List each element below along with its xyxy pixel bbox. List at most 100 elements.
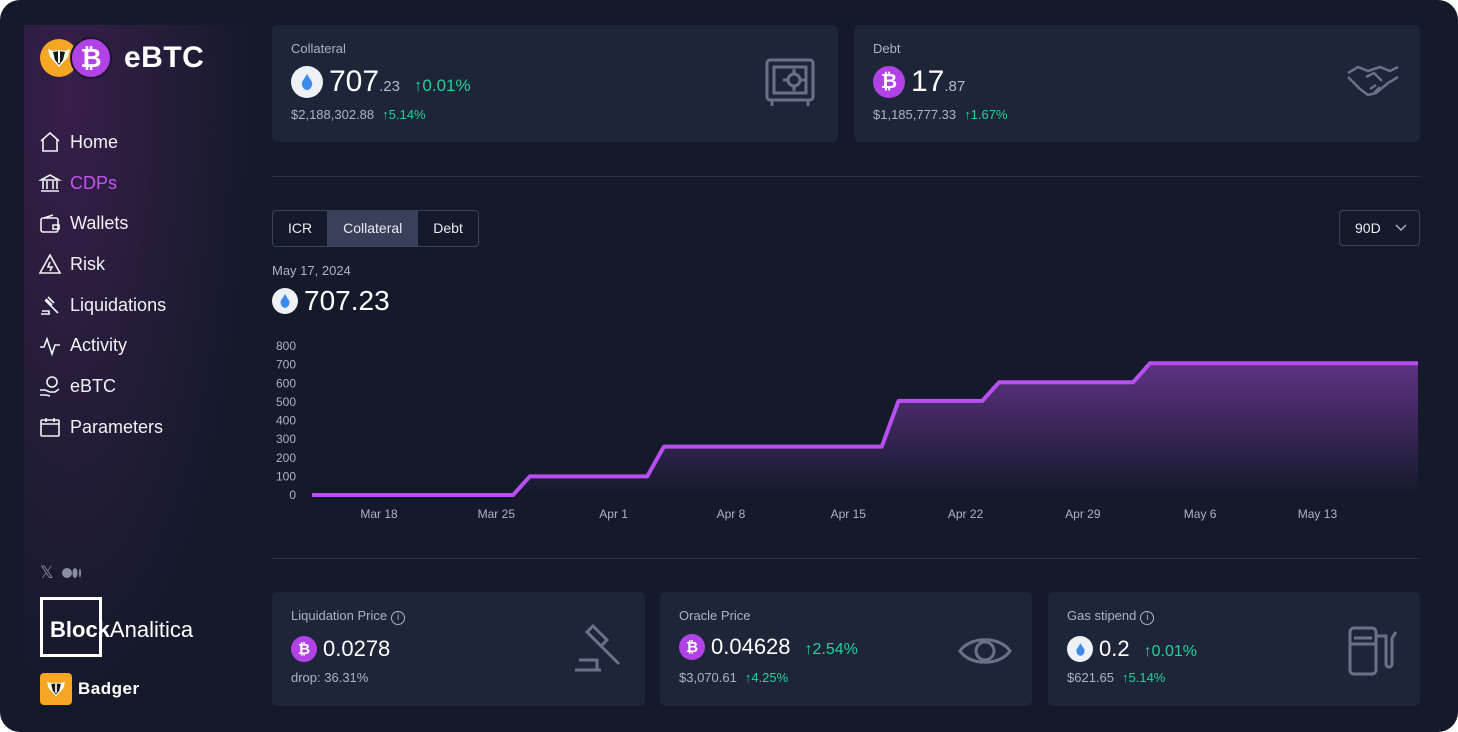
social-links: 𝕏 <box>40 563 82 583</box>
ebtc-coin-icon: ₿ <box>291 636 317 662</box>
x-axis: Mar 18 Mar 25 Apr 1 Apr 8 Apr 15 Apr 22 Apr 29… <box>360 507 1337 521</box>
sidebar-item-wallets[interactable]: Wallets <box>38 203 166 244</box>
steth-coin-icon <box>291 66 323 98</box>
x-tick-label: May 6 <box>1184 507 1217 521</box>
medium-icon[interactable] <box>61 567 82 579</box>
range-select[interactable]: 90D <box>1339 210 1420 246</box>
gas-usd: $621.65 <box>1067 670 1114 685</box>
ebtc-coin-icon: ₿ <box>679 634 705 660</box>
sidebar-item-risk[interactable]: Risk <box>38 244 166 285</box>
chevron-down-icon <box>1395 224 1407 231</box>
debt-usd: $1,185,777.33 <box>873 107 957 122</box>
oracle-usd-change: ↑4.25% <box>744 670 789 685</box>
oracle-usd: $3,070.61 <box>679 670 737 685</box>
liquidation-drop: drop: 36.31% <box>291 670 369 685</box>
y-tick-label: 500 <box>276 395 296 409</box>
sidebar-item-label: Parameters <box>70 416 164 437</box>
bank-icon <box>38 174 62 192</box>
sidebar-item-label: Risk <box>70 253 105 274</box>
collateral-usd-change: ↑5.14% <box>382 107 426 122</box>
collateral-label: Collateral <box>291 41 346 56</box>
x-twitter-icon[interactable]: 𝕏 <box>40 563 54 582</box>
sidebar-item-label: Activity <box>70 335 128 356</box>
sidebar-item-activity[interactable]: Activity <box>38 325 166 366</box>
liquidation-price-card: Liquidation Price i ₿ 0.0278 drop: 36.31% <box>272 592 645 706</box>
sidebar-nav: Home CDPs Wallets Risk Liquidations Acti… <box>38 122 166 448</box>
y-axis: 800 700 600 500 400 300 200 100 0 <box>276 339 296 502</box>
oracle-price-row: ₿ 0.04628 ↑2.54% <box>679 634 858 660</box>
chart-area <box>312 363 1418 495</box>
chart-line <box>312 361 1418 497</box>
info-icon[interactable]: i <box>391 610 406 625</box>
gas-stipend-change: ↑0.01% <box>1143 643 1197 660</box>
chart-current-value: 707.23 <box>272 285 390 317</box>
liquidation-price-row: ₿ 0.0278 <box>291 636 390 662</box>
steth-coin-icon <box>272 288 298 314</box>
warning-icon <box>38 253 62 275</box>
debt-usd-change: ↑1.67% <box>964 107 1008 122</box>
chart-tabs: ICR Collateral Debt <box>272 210 479 247</box>
collateral-decimals: .23 <box>379 78 400 95</box>
block-analitica-text: BlockAnalitica <box>50 617 194 642</box>
collateral-change: ↑0.01% <box>413 76 471 95</box>
home-icon <box>40 132 60 153</box>
y-tick-label: 0 <box>289 488 296 502</box>
tab-collateral[interactable]: Collateral <box>328 211 419 246</box>
collateral-usd: $2,188,302.88 <box>291 107 375 122</box>
chart-date: May 17, 2024 <box>272 263 351 278</box>
sidebar-item-cdps[interactable]: CDPs <box>38 163 166 204</box>
oracle-price-value: 0.04628 <box>711 634 791 659</box>
sidebar-item-label: Home <box>70 131 119 152</box>
gavel-icon <box>575 623 621 672</box>
collateral-usd-row: $2,188,302.88 ↑5.14% <box>291 107 426 122</box>
activity-icon <box>40 336 60 357</box>
x-tick-label: Mar 25 <box>478 507 516 521</box>
liquidation-price-label: Liquidation Price i <box>291 608 406 625</box>
sidebar: ₿ eBTC Home CDPs Wallets Risk Liqui <box>24 25 254 715</box>
oracle-price-label: Oracle Price <box>679 608 751 623</box>
divider-bottom <box>272 558 1420 559</box>
y-tick-label: 300 <box>276 432 296 446</box>
sidebar-item-liquidations[interactable]: Liquidations <box>38 285 166 326</box>
y-tick-label: 800 <box>276 339 296 353</box>
debt-label: Debt <box>873 41 901 56</box>
bitcoin-logo-icon: ₿ <box>70 37 112 79</box>
debt-card: Debt ₿ 17 .87 $1,185,777.33 ↑1.67% <box>854 25 1420 142</box>
range-value: 90D <box>1355 220 1381 236</box>
tab-debt[interactable]: Debt <box>433 220 463 236</box>
x-tick-label: Mar 18 <box>360 507 398 521</box>
debt-usd-row: $1,185,777.33 ↑1.67% <box>873 107 1008 122</box>
badger-brand-logo[interactable]: Badger <box>40 673 140 705</box>
info-icon[interactable]: i <box>1140 610 1155 625</box>
steth-coin-icon <box>1067 636 1093 662</box>
debt-value-row: ₿ 17 .87 <box>873 65 965 99</box>
sidebar-item-parameters[interactable]: Parameters <box>38 407 166 448</box>
sidebar-item-home[interactable]: Home <box>38 122 166 163</box>
app-logo[interactable]: ₿ eBTC <box>40 37 204 79</box>
collateral-amount: 707 <box>329 65 380 98</box>
sidebar-item-ebtc[interactable]: eBTC <box>38 366 166 407</box>
collateral-value-row: 707 .23 ↑0.01% <box>291 65 471 99</box>
debt-amount: 17 <box>911 65 945 98</box>
collateral-card: Collateral 707 .23 ↑0.01% $2,188,302.88 … <box>272 25 838 142</box>
gas-usd-change: ↑5.14% <box>1122 670 1166 685</box>
x-tick-label: Apr 15 <box>831 507 867 521</box>
tab-icr[interactable]: ICR <box>273 211 329 246</box>
calendar-icon <box>40 418 60 437</box>
gas-stipend-value: 0.2 <box>1099 636 1130 661</box>
badger-text: Badger <box>78 679 140 698</box>
x-tick-label: May 13 <box>1298 507 1338 521</box>
gas-stipend-row: 0.2 ↑0.01% <box>1067 636 1197 662</box>
sidebar-item-label: Liquidations <box>70 294 167 315</box>
sidebar-item-label: eBTC <box>70 375 117 396</box>
gas-usd-row: $621.65 ↑5.14% <box>1067 670 1165 685</box>
oracle-price-card: Oracle Price ₿ 0.04628 ↑2.54% $3,070.61 … <box>660 592 1032 706</box>
x-tick-label: Apr 29 <box>1065 507 1101 521</box>
collateral-chart[interactable]: 800 700 600 500 400 300 200 100 0 Mar 18 Mar 25 Ap… <box>0 0 1458 540</box>
y-tick-label: 200 <box>276 451 296 465</box>
coin-hand-icon <box>40 376 60 398</box>
sidebar-item-label: CDPs <box>70 172 118 193</box>
x-tick-label: Apr 8 <box>717 507 746 521</box>
liquidation-price-value: 0.0278 <box>323 636 391 661</box>
